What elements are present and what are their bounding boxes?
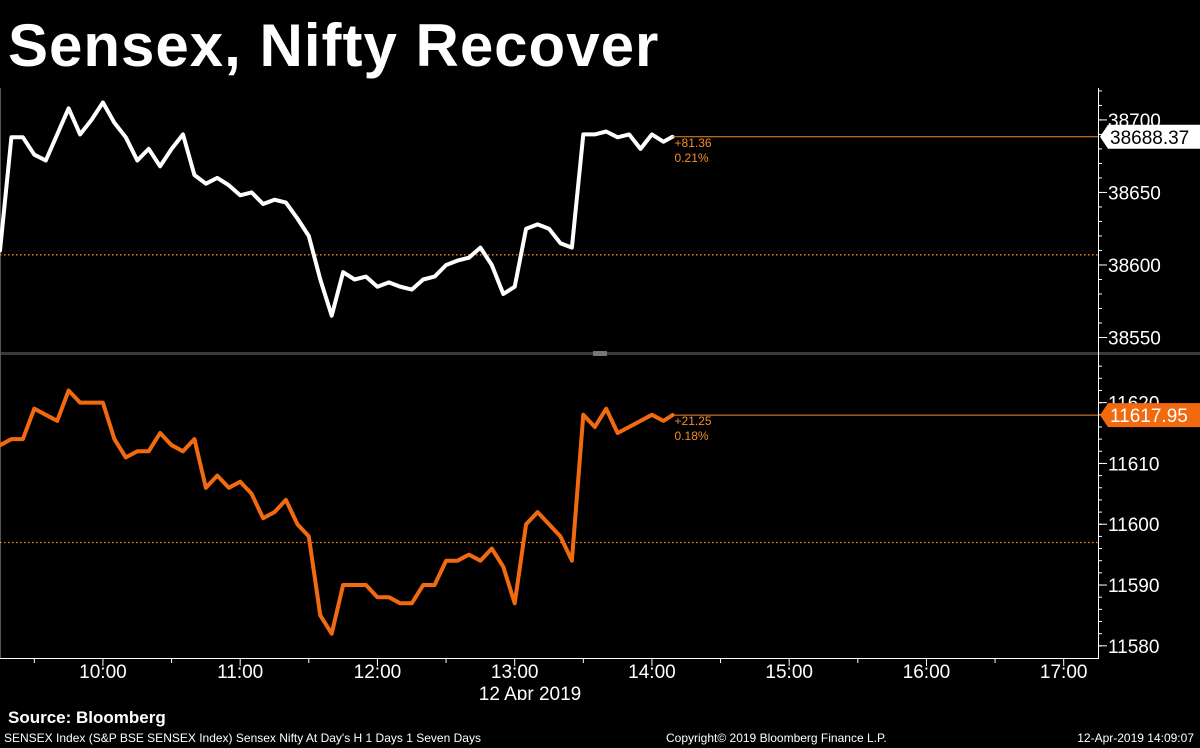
nifty-y-tick-label: 11580 xyxy=(1108,637,1159,658)
source-label: Source: Bloomberg xyxy=(8,708,166,727)
nifty-y-tick-label: 11600 xyxy=(1108,515,1159,536)
x-tick-label: 16:00 xyxy=(903,662,951,683)
chart-description: SENSEX Index (S&P BSE SENSEX Index) Sens… xyxy=(4,731,481,745)
nifty-last-value-tag xyxy=(1100,403,1200,428)
sensex-y-tick-label: 38650 xyxy=(1108,183,1161,204)
chart-title: Sensex, Nifty Recover xyxy=(8,12,660,79)
sensex-change-pct-label: 0.21% xyxy=(675,151,709,165)
x-date-label: 12 Apr 2019 xyxy=(479,684,581,700)
sensex-series-line xyxy=(0,100,675,318)
sensex-last-value-tag xyxy=(1100,124,1200,149)
x-tick-label: 10:00 xyxy=(79,662,127,683)
chart-area: 38550386003865038700+81.360.21%38688.371… xyxy=(0,88,1200,700)
nifty-y-tick-label: 11590 xyxy=(1108,576,1159,597)
sensex-change-label: +81.36 xyxy=(675,136,712,150)
nifty-change-pct-label: 0.18% xyxy=(675,429,709,443)
nifty-change-label: +21.25 xyxy=(675,414,712,428)
panel-divider-handle xyxy=(593,351,607,356)
nifty-y-tick-label: 11610 xyxy=(1108,454,1159,475)
copyright-label: Copyright© 2019 Bloomberg Finance L.P. xyxy=(666,731,887,745)
x-tick-label: 13:00 xyxy=(491,662,539,683)
sensex-last-value-label: 38688.37 xyxy=(1110,128,1189,149)
nifty-last-value-label: 11617.95 xyxy=(1110,406,1188,427)
sensex-y-tick-label: 38600 xyxy=(1108,256,1161,277)
nifty-series-line xyxy=(0,388,675,636)
x-tick-label: 17:00 xyxy=(1040,662,1088,683)
x-tick-label: 12:00 xyxy=(354,662,402,683)
x-tick-label: 15:00 xyxy=(765,662,813,683)
sensex-y-tick-label: 38550 xyxy=(1108,328,1161,349)
timestamp-label: 12-Apr-2019 14:09:07 xyxy=(1077,731,1194,745)
x-tick-label: 14:00 xyxy=(628,662,676,683)
x-tick-label: 11:00 xyxy=(217,662,263,683)
